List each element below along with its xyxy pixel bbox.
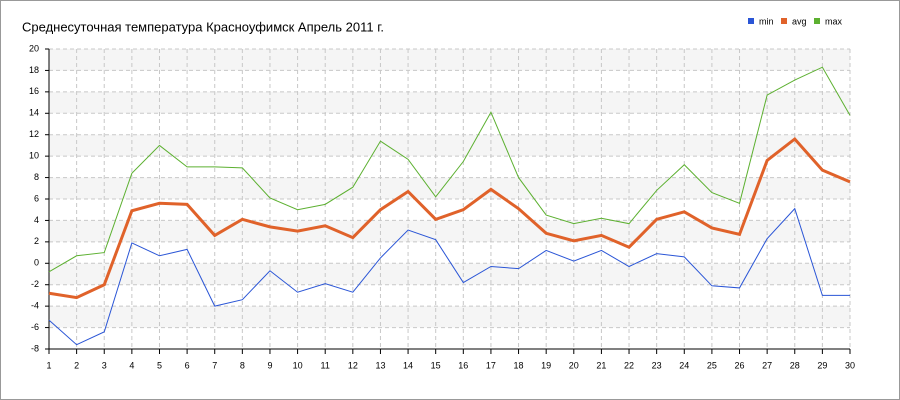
y-tick-label: 6 — [34, 193, 39, 203]
x-tick-label: 13 — [375, 360, 385, 370]
x-tick-label: 20 — [569, 360, 579, 370]
chart-title: Среднесуточная температура Красноуфимск … — [22, 19, 384, 34]
x-tick-label: 19 — [541, 360, 551, 370]
legend-swatch — [748, 18, 754, 24]
y-tick-label: 14 — [29, 108, 39, 118]
x-tick-label: 29 — [817, 360, 827, 370]
x-tick-label: 26 — [735, 360, 745, 370]
series-line — [48, 207, 850, 346]
x-tick-label: 9 — [267, 360, 272, 370]
y-tick-label: 10 — [29, 151, 39, 161]
legend-swatch — [814, 18, 820, 24]
y-tick-label: 4 — [34, 215, 39, 225]
x-tick-label: 24 — [679, 360, 689, 370]
x-tick-label: 5 — [157, 360, 162, 370]
x-tick-label: 2 — [74, 360, 79, 370]
plot-band — [49, 177, 850, 199]
legend-label: min — [759, 16, 774, 26]
legend-label: max — [825, 16, 843, 26]
y-tick-label: 20 — [29, 43, 39, 53]
y-tick-label: 8 — [34, 172, 39, 182]
x-tick-label: 30 — [845, 360, 855, 370]
legend-swatch — [781, 18, 787, 24]
x-tick-label: 1 — [46, 360, 51, 370]
x-tick-label: 18 — [514, 360, 524, 370]
x-tick-label: 16 — [458, 360, 468, 370]
x-tick-label: 10 — [293, 360, 303, 370]
plot-band — [49, 263, 850, 285]
x-tick-label: 23 — [652, 360, 662, 370]
y-tick-label: 12 — [29, 129, 39, 139]
plot-band — [49, 49, 850, 71]
y-tick-label: -8 — [31, 343, 39, 353]
x-tick-label: 28 — [790, 360, 800, 370]
x-tick-label: 8 — [240, 360, 245, 370]
plot-band — [49, 91, 850, 114]
plot-band — [49, 134, 850, 157]
plot-band — [49, 306, 850, 328]
y-tick-label: -6 — [31, 322, 39, 332]
y-tick-label: 0 — [34, 258, 39, 268]
x-tick-label: 27 — [762, 360, 772, 370]
x-tick-label: 17 — [486, 360, 496, 370]
y-tick-label: 2 — [34, 236, 39, 246]
legend-label: avg — [792, 16, 807, 26]
x-tick-label: 15 — [431, 360, 441, 370]
x-tick-label: 22 — [624, 360, 634, 370]
x-tick-label: 25 — [707, 360, 717, 370]
y-tick-label: -4 — [31, 301, 39, 311]
x-tick-label: 21 — [596, 360, 606, 370]
x-tick-label: 3 — [102, 360, 107, 370]
x-tick-label: 7 — [212, 360, 217, 370]
series-line — [48, 66, 851, 273]
x-tick-label: 11 — [321, 360, 330, 370]
x-tick-label: 6 — [185, 360, 190, 370]
x-tick-label: 12 — [348, 360, 358, 370]
y-tick-label: 16 — [29, 86, 39, 96]
series-line — [48, 136, 851, 300]
y-tick-label: 18 — [29, 65, 39, 75]
y-tick-label: -2 — [31, 279, 39, 289]
x-tick-label: 4 — [129, 360, 134, 370]
x-tick-label: 14 — [403, 360, 413, 370]
